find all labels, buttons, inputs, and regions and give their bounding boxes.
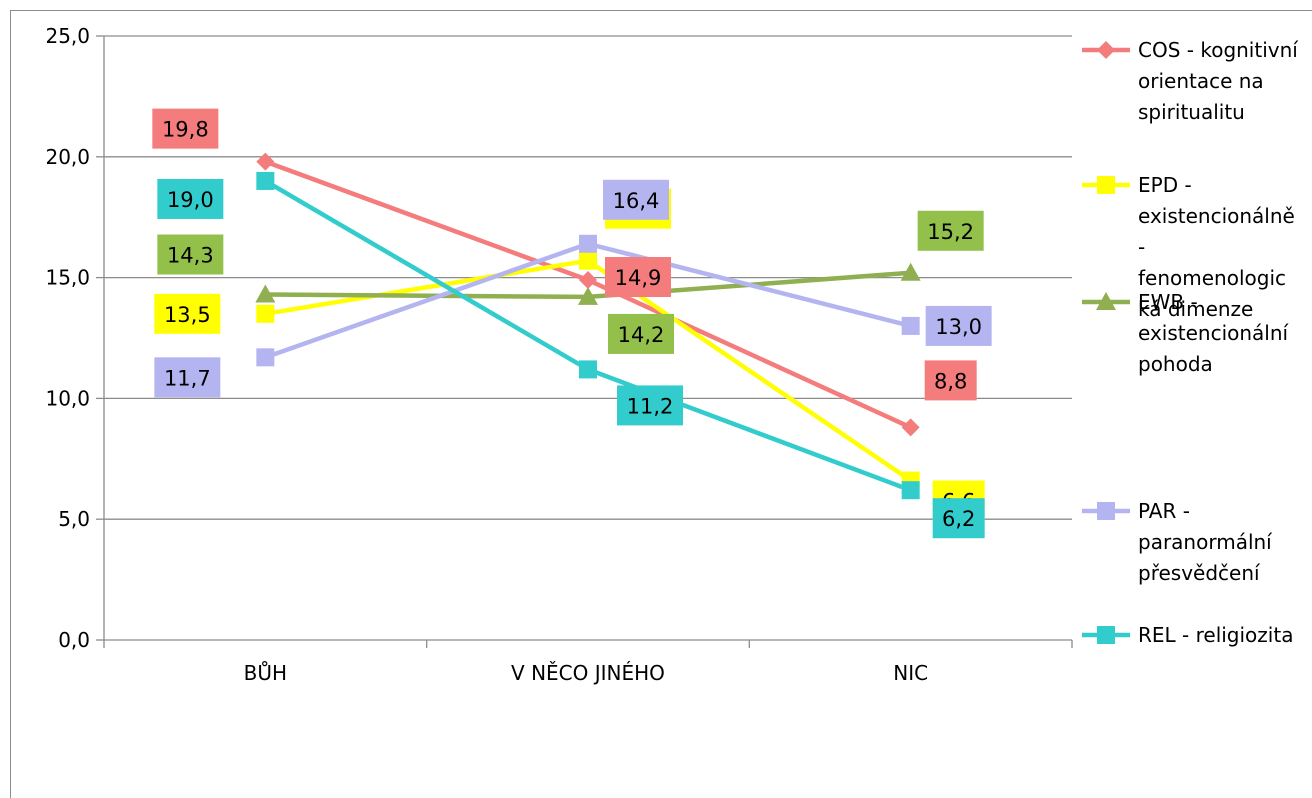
legend-label: - (1138, 235, 1145, 259)
y-tick-label: 15,0 (45, 266, 90, 290)
x-tick-label: V NĚCO JINÉHO (511, 661, 665, 685)
data-point (256, 348, 275, 367)
data-label: 15,2 (927, 220, 974, 244)
chart-frame (10, 10, 1312, 798)
data-label-box (152, 108, 219, 149)
data-point (256, 304, 275, 323)
data-label-box (917, 210, 984, 251)
legend-label: EWB - (1138, 290, 1198, 314)
legend-label: existencionální (1138, 321, 1290, 345)
legend-label: fenomenologic (1138, 266, 1286, 290)
legend-label: ká dimenze (1138, 297, 1253, 321)
data-label-box (932, 498, 985, 539)
series-line (264, 179, 912, 493)
y-tick-label: 10,0 (45, 386, 90, 410)
legend-label: spiritualitu (1138, 100, 1245, 124)
legend-marker (1096, 292, 1116, 310)
data-point (901, 481, 920, 500)
legend-marker (1097, 502, 1115, 520)
data-point (579, 251, 597, 270)
data-label-box (605, 257, 671, 298)
legend-label: orientace na (1138, 69, 1264, 93)
x-tick-label: NIC (893, 661, 928, 685)
legend-label: REL - religiozita (1138, 623, 1293, 647)
data-point (578, 286, 598, 305)
y-tick-label: 20,0 (45, 145, 90, 169)
data-point (901, 316, 920, 335)
data-point (900, 262, 921, 281)
data-point (256, 171, 275, 190)
data-label: 14,9 (615, 266, 662, 290)
legend-label: pohoda (1138, 352, 1213, 376)
data-label: 14,2 (618, 323, 665, 347)
legend-label: COS - kognitivní (1138, 38, 1299, 62)
data-label-box (617, 385, 683, 426)
data-label: 13,5 (164, 303, 211, 327)
y-tick-label: 5,0 (58, 507, 90, 531)
legend-label: EPD - (1138, 173, 1192, 197)
data-point (901, 418, 920, 437)
data-label: 16,4 (613, 189, 660, 213)
data-label: 11,2 (627, 394, 674, 418)
legend-label: existencionálně (1138, 204, 1295, 228)
data-label: 19,0 (167, 188, 214, 212)
legend-marker (1097, 41, 1115, 59)
legend-marker (1097, 176, 1115, 194)
legend-marker (1097, 626, 1115, 644)
data-label-box (157, 178, 224, 219)
series-markers (255, 152, 921, 500)
data-label-box (608, 313, 674, 354)
x-tick-label: BŮH (244, 661, 287, 685)
data-point (579, 234, 597, 253)
data-label: 13,0 (935, 315, 982, 339)
data-label: 11,7 (164, 366, 211, 390)
data-label-box (603, 179, 669, 220)
y-tick-label: 0,0 (58, 628, 90, 652)
data-label: 14,3 (167, 244, 214, 268)
data-point (256, 152, 275, 171)
data-point (579, 360, 597, 379)
data-label-box (157, 234, 224, 275)
data-label-box (924, 360, 977, 401)
legend-label: paranormální (1138, 530, 1273, 554)
series-lines (264, 159, 912, 493)
legend-label: PAR - (1138, 499, 1190, 523)
legend: COS - kognitivní orientace na spiritualitu… (1082, 38, 1299, 647)
data-point (579, 271, 597, 290)
data-point (255, 284, 276, 303)
data-label-box (154, 357, 221, 398)
y-axis: 0,0 5,0 10,0 15,0 20,0 25,0 (45, 24, 105, 652)
data-label-box (154, 293, 221, 334)
data-label-box (925, 305, 992, 346)
legend-label: přesvědčení (1138, 561, 1261, 585)
data-labels: 19,814,98,813,515,76,614,314,215,211,716… (152, 108, 992, 539)
data-label: 19,8 (162, 118, 209, 142)
data-label: 6,2 (942, 507, 975, 531)
x-axis: BŮH V NĚCO JINÉHO NIC (103, 639, 1073, 685)
data-label: 8,8 (934, 369, 967, 393)
y-tick-label: 25,0 (45, 24, 90, 48)
